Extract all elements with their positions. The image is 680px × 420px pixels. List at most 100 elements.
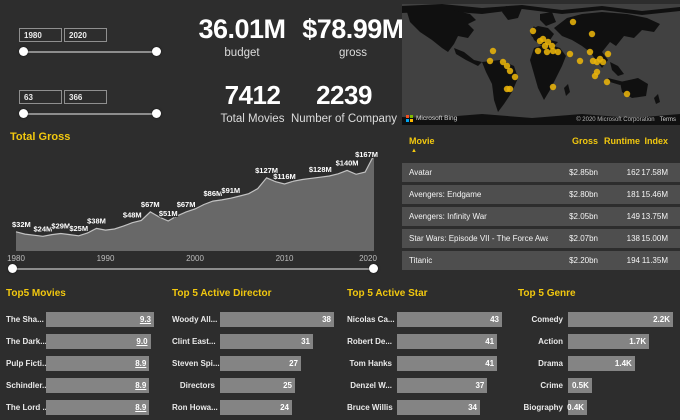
map-bubble[interactable] [536, 37, 544, 45]
map-bubble[interactable] [534, 47, 542, 55]
map-bubble[interactable] [511, 73, 519, 81]
map-bubble[interactable] [549, 83, 557, 91]
bar-row: Robert De... 41 [347, 330, 502, 352]
year-to-input[interactable] [64, 28, 107, 42]
movie-table: Movie Gross Runtime Index ▲ Avatar $2.85b… [402, 133, 680, 272]
map-bubble[interactable] [503, 62, 511, 70]
total-gross-chart[interactable]: $32M $24M $29M $25M $38M $48M $67M $51M $67M $86M… [10, 148, 388, 253]
year-slider-handle-left[interactable] [19, 47, 28, 56]
year-slider-handle-right[interactable] [152, 47, 161, 56]
bar[interactable]: 24 [220, 399, 292, 415]
map-bubble[interactable] [543, 48, 551, 56]
table-row[interactable]: Avengers: Endgame $2.80bn 181 15.46M [402, 185, 680, 204]
bar-category-label: The Sha... [6, 314, 44, 324]
table-cell: 15.46M [641, 190, 668, 199]
map-bubble[interactable] [554, 48, 562, 56]
bar-category-label: The Dark... [6, 336, 46, 346]
table-row[interactable]: Avatar $2.85bn 162 17.58M [402, 163, 680, 182]
bar[interactable]: 41 [397, 355, 498, 371]
bar[interactable]: 41 [397, 333, 498, 349]
bar[interactable]: 8.9 [46, 355, 150, 371]
bar[interactable]: 43 [397, 311, 502, 327]
bar[interactable]: 8.9 [46, 377, 150, 393]
map-bubble[interactable] [548, 42, 556, 50]
runtime-to-input[interactable] [64, 90, 107, 104]
bar[interactable]: 37 [397, 377, 488, 393]
bar-value-label: 1.7K [629, 336, 647, 346]
bar[interactable]: 9.0 [46, 333, 151, 349]
map-bubble[interactable] [506, 85, 514, 93]
bar-category-label: Pulp Ficti... [6, 358, 46, 368]
bar[interactable]: 1.7K [568, 333, 650, 349]
sort-ascending-icon[interactable]: ▲ [411, 148, 417, 154]
map-bubble[interactable] [489, 47, 497, 55]
x-axis-tick: 2000 [186, 254, 204, 263]
area-fill[interactable] [16, 155, 374, 251]
map-bubble[interactable] [569, 18, 577, 26]
bar-category-label: Action [538, 336, 563, 346]
map-bubble[interactable] [506, 67, 514, 75]
runtime-from-input[interactable] [19, 90, 62, 104]
map-bubble[interactable] [591, 72, 599, 80]
kpi-budget: 36.01M budget [182, 14, 302, 59]
year-slider-track[interactable] [19, 47, 161, 56]
runtime-slider-track[interactable] [19, 109, 161, 118]
bar[interactable]: 8.9 [46, 399, 150, 415]
map-bubble[interactable] [603, 78, 611, 86]
bar-track: 25 [220, 377, 334, 393]
bar[interactable]: 31 [220, 333, 313, 349]
bar[interactable]: 9.3 [46, 311, 154, 327]
area-data-label: $67M [177, 200, 196, 209]
runtime-slider-handle-left[interactable] [19, 109, 28, 118]
area-data-label: $32M [12, 220, 31, 229]
table-header-runtime[interactable]: Runtime [604, 135, 640, 146]
kpi-company-count-label: Number of Company [290, 113, 398, 125]
map-bubble[interactable] [588, 30, 596, 38]
map-bubble[interactable] [623, 90, 631, 98]
chart-range-handle-right[interactable] [369, 264, 378, 273]
table-header-gross[interactable]: Gross [571, 135, 598, 146]
year-from-input[interactable] [19, 28, 62, 42]
map-bubble[interactable] [599, 58, 607, 66]
bar[interactable]: 27 [220, 355, 301, 371]
map-bubble[interactable] [604, 50, 612, 58]
top5-director-title: Top 5 Active Director [172, 288, 272, 299]
bar[interactable]: 0.5K [568, 377, 592, 393]
map-terms-link[interactable]: Terms [659, 117, 676, 123]
chart-range-slider[interactable] [8, 264, 378, 273]
chart-range-handle-left[interactable] [8, 264, 17, 273]
bar-category-label: Drama [538, 358, 563, 368]
x-axis-tick: 2020 [359, 254, 377, 263]
kpi-gross: $78.99M gross [298, 14, 408, 59]
bar-category-label: The Lord ... [6, 402, 46, 412]
map-bubble[interactable] [576, 57, 584, 65]
bar[interactable]: 25 [220, 377, 295, 393]
bar[interactable]: 34 [397, 399, 481, 415]
map-bubble[interactable] [586, 48, 594, 56]
runtime-slider-handle-right[interactable] [152, 109, 161, 118]
map-bubble[interactable] [529, 27, 537, 35]
bar-value-label: 8.9 [135, 380, 147, 390]
bar[interactable]: 1.4K [568, 355, 635, 371]
bar[interactable]: 0.4K [567, 399, 588, 415]
map-bubble[interactable] [566, 50, 574, 58]
bing-logo[interactable]: Microsoft Bing [406, 115, 457, 122]
map-bubble[interactable] [541, 42, 549, 50]
bar[interactable]: 2.2K [568, 311, 673, 327]
bar[interactable]: 38 [220, 311, 334, 327]
map-bubble[interactable] [549, 47, 557, 55]
map-bubble[interactable] [486, 57, 494, 65]
table-row[interactable]: Star Wars: Episode VII - The Force Awake… [402, 229, 680, 248]
table-row[interactable]: Titanic $2.20bn 194 11.35M [402, 251, 680, 270]
bar-row: Directors 25 [172, 374, 334, 396]
bar-track: 8.9 [46, 355, 154, 371]
map-bubble[interactable] [499, 58, 507, 66]
table-header-movie[interactable]: Movie [409, 135, 435, 146]
table-header-index[interactable]: Index [644, 135, 668, 146]
table-row[interactable]: Avengers: Infinity War $2.05bn 149 13.75M [402, 207, 680, 226]
table-cell: 194 [626, 256, 640, 265]
bar-category-label: Steven Spi... [172, 358, 220, 368]
bar-track: 31 [220, 333, 334, 349]
world-map[interactable]: Microsoft Bing © 2020 Microsoft Corporat… [402, 4, 680, 125]
map-canvas[interactable] [402, 4, 680, 125]
